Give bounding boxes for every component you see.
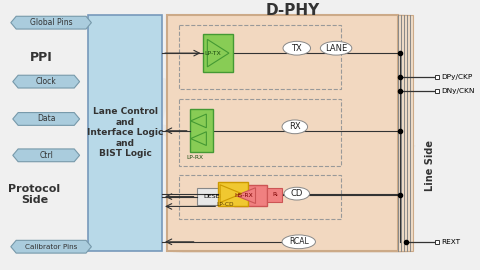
Bar (170, 15, 401, 251)
Polygon shape (13, 149, 80, 162)
Text: LANE: LANE (325, 44, 347, 53)
Bar (179, 99, 341, 166)
Text: LP-CD: LP-CD (216, 202, 234, 207)
Text: RCAL: RCAL (289, 237, 309, 246)
Ellipse shape (282, 120, 308, 134)
Ellipse shape (283, 41, 311, 55)
Text: REXT: REXT (441, 239, 460, 245)
Polygon shape (191, 132, 206, 146)
Bar (179, 25, 341, 89)
Bar (179, 175, 341, 219)
Bar (88, 15, 162, 251)
Polygon shape (11, 240, 91, 253)
Bar (204, 35, 233, 72)
Text: Data: Data (37, 114, 55, 123)
Text: LP-TX: LP-TX (205, 50, 222, 56)
Ellipse shape (320, 41, 352, 55)
Bar (167, 15, 398, 251)
Polygon shape (13, 75, 80, 88)
Text: DESER: DESER (204, 194, 225, 199)
Text: LP-RX: LP-RX (186, 155, 203, 160)
Bar (218, 182, 248, 207)
Polygon shape (236, 188, 255, 204)
Text: TX: TX (291, 44, 302, 53)
Text: RX: RX (289, 122, 300, 131)
Bar (267, 188, 282, 201)
Polygon shape (13, 113, 80, 125)
Bar (176, 15, 407, 251)
Bar (190, 109, 213, 152)
Bar (173, 15, 404, 251)
Polygon shape (207, 39, 229, 67)
Text: Calibrator Pins: Calibrator Pins (25, 244, 77, 250)
Text: D-PHY: D-PHY (265, 3, 320, 18)
Bar (435, 75, 439, 79)
Bar (435, 240, 439, 244)
Text: CD: CD (290, 189, 303, 198)
Text: Clock: Clock (36, 77, 57, 86)
Bar (196, 188, 232, 205)
Polygon shape (191, 114, 206, 128)
Text: Lane Control
and
Interface Logic
and
BIST Logic: Lane Control and Interface Logic and BIS… (87, 107, 164, 158)
Text: PPI: PPI (30, 50, 53, 63)
Bar (435, 89, 439, 93)
Text: HS-RX: HS-RX (234, 193, 253, 198)
Text: Line Side: Line Side (425, 140, 435, 191)
Ellipse shape (282, 235, 315, 249)
Text: Global Pins: Global Pins (30, 18, 72, 27)
Bar (179, 15, 410, 251)
Polygon shape (220, 185, 242, 202)
Polygon shape (11, 16, 91, 29)
Text: Rₜ: Rₜ (272, 192, 278, 197)
Bar (234, 185, 267, 207)
Bar (182, 15, 413, 251)
Text: Ctrl: Ctrl (39, 151, 53, 160)
Text: DNy/CKN: DNy/CKN (441, 89, 475, 94)
Text: Protocol
Side: Protocol Side (8, 184, 60, 205)
Text: DPy/CKP: DPy/CKP (441, 74, 473, 80)
Text: D-PHY: D-PHY (134, 75, 416, 216)
Ellipse shape (284, 187, 310, 200)
